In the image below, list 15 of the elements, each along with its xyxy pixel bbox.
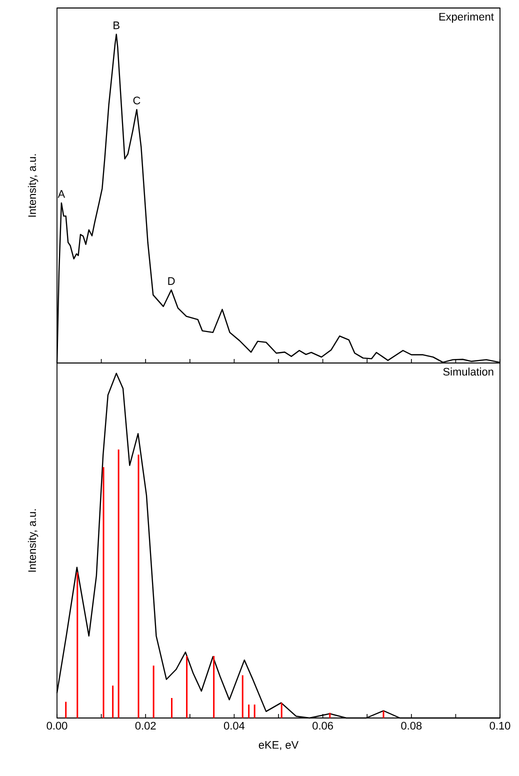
x-tick-label: 0.10 xyxy=(490,722,510,730)
chart-title: Simulation xyxy=(443,368,494,376)
annotation: D xyxy=(168,277,175,285)
x-tick-label: 0.06 xyxy=(312,722,333,730)
x-tick-label: 0.04 xyxy=(224,722,245,730)
chart-title: Experiment xyxy=(439,12,494,23)
x-axis-title: eKE, eV xyxy=(258,741,299,750)
x-tick-label: 0.08 xyxy=(401,722,422,730)
y-axis-title: Intensity, a.u. xyxy=(28,509,38,572)
x-tick-label: 0.00 xyxy=(46,722,68,730)
annotation: A xyxy=(58,190,66,198)
annotation: C xyxy=(133,96,140,104)
y-axis-title: Intensity, a.u. xyxy=(28,154,38,217)
annotation: B xyxy=(114,22,120,30)
x-tick-label: 0.02 xyxy=(135,722,156,730)
